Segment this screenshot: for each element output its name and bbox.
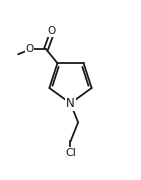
Text: O: O <box>25 44 34 54</box>
Text: Cl: Cl <box>65 148 76 158</box>
Text: O: O <box>47 26 55 36</box>
Text: N: N <box>66 97 75 110</box>
